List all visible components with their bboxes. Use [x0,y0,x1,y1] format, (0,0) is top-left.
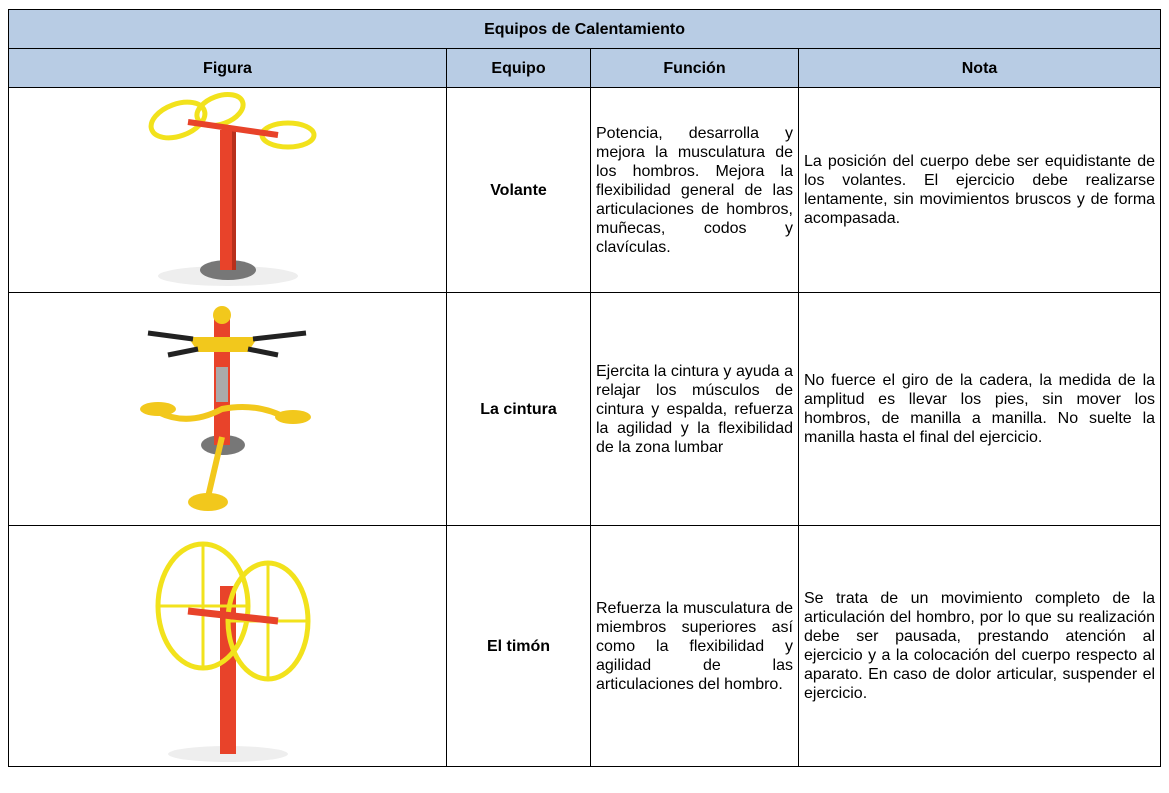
column-header: Figura [8,48,447,88]
table-title: Equipos de Calentamiento [7,9,1162,49]
warmup-table: Equipos de Calentamiento Figura Equipo F… [7,9,1162,767]
cintura-image [139,305,311,511]
function-text: Refuerza la musculatura de miembros supe… [590,525,799,767]
equipment-name: El timón [446,525,591,767]
figure-cell [8,525,447,767]
volante-image [148,91,316,286]
note-text: La posición del cuerpo debe ser equidist… [797,87,1162,293]
column-header: Equipo [446,48,591,88]
figure-cell [8,87,447,293]
equipment-name: Volante [446,87,591,293]
function-text: Potencia, desarrolla y mejora la muscula… [590,87,799,293]
timon-image [155,541,310,762]
note-text: No fuerce el giro de la cadera, la medid… [797,292,1162,526]
figure-cell [8,292,447,526]
column-header: Función [590,48,799,88]
column-header: Nota [797,48,1162,88]
equipment-name: La cintura [446,292,591,526]
function-text: Ejercita la cintura y ayuda a relajar lo… [590,292,799,526]
note-text: Se trata de un movimiento completo de la… [797,525,1162,767]
